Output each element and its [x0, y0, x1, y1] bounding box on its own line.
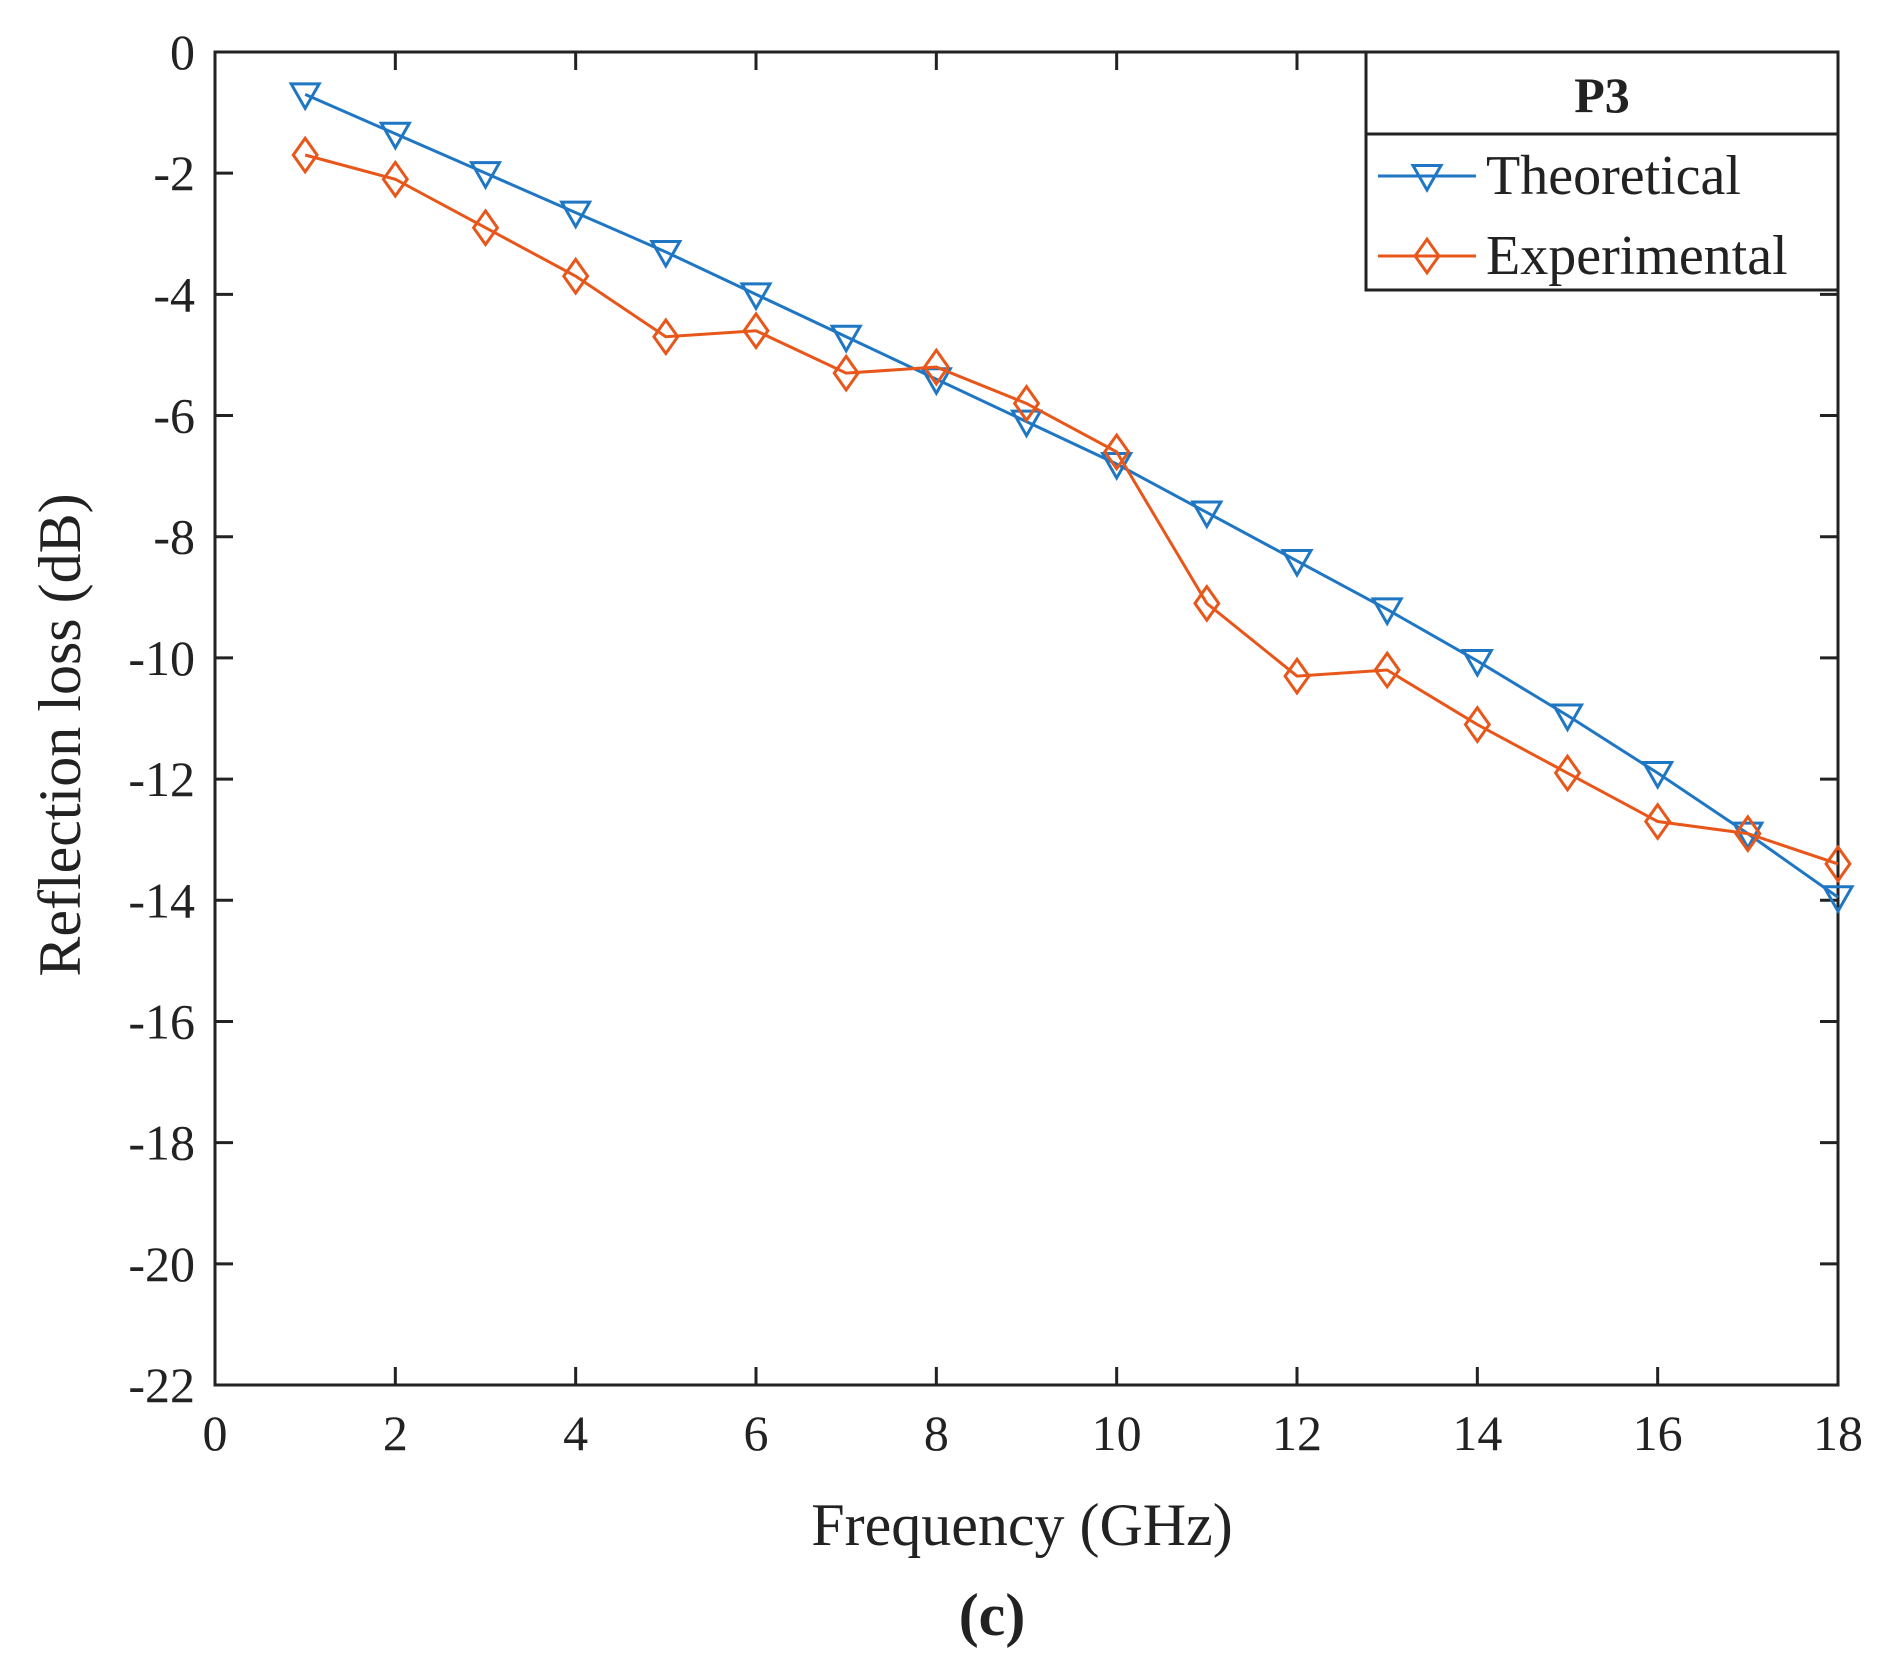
- y-tick-label: -18: [128, 1115, 195, 1171]
- data-point-theoretical: [1370, 597, 1404, 627]
- legend-marker: [1413, 236, 1441, 276]
- data-point-theoretical: [1009, 409, 1044, 439]
- data-point-theoretical: [739, 282, 773, 312]
- x-tick-label: 18: [1813, 1405, 1863, 1461]
- y-axis-title: Reflection loss (dB): [27, 493, 93, 976]
- x-tick-label: 14: [1452, 1405, 1502, 1461]
- x-tick-label: 4: [563, 1405, 588, 1461]
- x-tick-label: 10: [1092, 1405, 1142, 1461]
- legend-marker: [1410, 164, 1444, 194]
- data-point-experimental: [471, 208, 500, 248]
- x-tick-label: 12: [1272, 1405, 1322, 1461]
- y-tick-label: -16: [128, 993, 195, 1049]
- y-tick-label: 0: [170, 24, 195, 80]
- y-tick-label: -14: [128, 872, 195, 928]
- legend-label: Theoretical: [1486, 145, 1741, 207]
- y-tick-label: -22: [128, 1357, 195, 1413]
- y-tick-label: -2: [153, 145, 195, 201]
- data-point-theoretical: [468, 161, 503, 191]
- data-point-theoretical: [919, 367, 953, 397]
- data-point-experimental: [381, 159, 410, 199]
- series-theoretical: [288, 82, 1855, 915]
- x-axis-title: Frequency (GHz): [811, 1492, 1233, 1558]
- x-tick-label: 16: [1633, 1405, 1683, 1461]
- data-point-theoretical: [1190, 500, 1224, 530]
- series-line-theoretical: [304, 93, 1839, 899]
- data-point-experimental: [1373, 650, 1401, 690]
- data-point-theoretical: [1550, 703, 1585, 733]
- legend-label: Experimental: [1486, 225, 1788, 287]
- data-point-experimental: [1643, 802, 1672, 841]
- data-point-theoretical: [829, 324, 863, 354]
- data-point-experimental: [1193, 583, 1221, 623]
- data-point-experimental: [832, 353, 860, 393]
- data-point-experimental: [1102, 432, 1131, 472]
- data-point-experimental: [1734, 814, 1762, 854]
- data-point-theoretical: [559, 200, 593, 230]
- data-point-theoretical: [1280, 548, 1314, 578]
- data-point-theoretical: [1641, 761, 1675, 791]
- data-point-experimental: [1012, 384, 1041, 423]
- legend-title: P3: [1574, 67, 1630, 123]
- series-experimental: [291, 135, 1852, 884]
- data-point-theoretical: [288, 82, 322, 112]
- legend: P3 Theoretical Experimental: [1364, 50, 1840, 292]
- y-tick-label: -20: [128, 1236, 195, 1292]
- data-point-experimental: [1553, 753, 1582, 793]
- data-point-theoretical: [1460, 648, 1494, 678]
- y-tick-label: -12: [128, 751, 195, 807]
- legend-item-experimental: Experimental: [1378, 225, 1788, 287]
- data-point-theoretical: [378, 121, 412, 151]
- panel-label: (c): [959, 1582, 1026, 1648]
- x-tick-label: 0: [203, 1405, 228, 1461]
- y-tick-label: -10: [128, 630, 195, 686]
- plot-frame: [213, 50, 1840, 1387]
- x-tick-label: 6: [744, 1405, 769, 1461]
- data-point-experimental: [922, 347, 951, 387]
- legend-item-theoretical: Theoretical: [1378, 145, 1741, 207]
- series-layer: [288, 82, 1855, 915]
- y-tick-label: -6: [153, 388, 195, 444]
- data-point-experimental: [652, 317, 680, 357]
- series-line-experimental: [304, 153, 1839, 866]
- x-tick-label: 2: [383, 1405, 408, 1461]
- axes: 0 2 4 6 8 10 12 14 16 18 0 -2 -4 -6 -8 -10 -12 -14 -16 -18 -…: [128, 24, 1863, 1461]
- data-point-experimental: [1463, 705, 1492, 744]
- data-point-experimental: [742, 311, 770, 351]
- data-point-experimental: [561, 256, 590, 296]
- data-point-experimental: [1283, 656, 1311, 696]
- x-tick-label: 8: [924, 1405, 949, 1461]
- data-point-experimental: [291, 135, 319, 175]
- data-point-theoretical: [649, 239, 683, 269]
- y-tick-label: -8: [153, 509, 195, 565]
- y-tick-label: -4: [153, 266, 195, 322]
- data-point-theoretical: [1821, 885, 1855, 915]
- data-point-experimental: [1824, 844, 1852, 884]
- legend-box: [1364, 50, 1840, 292]
